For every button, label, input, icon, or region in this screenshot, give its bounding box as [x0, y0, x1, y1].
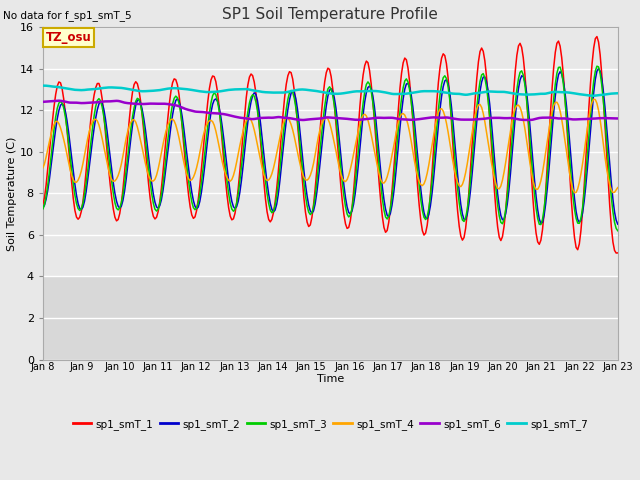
- Y-axis label: Soil Temperature (C): Soil Temperature (C): [7, 136, 17, 251]
- X-axis label: Time: Time: [317, 374, 344, 384]
- Text: No data for f_sp1_smT_5: No data for f_sp1_smT_5: [3, 11, 132, 22]
- Title: SP1 Soil Temperature Profile: SP1 Soil Temperature Profile: [222, 7, 438, 22]
- Bar: [43, 276, 618, 360]
- Text: TZ_osu: TZ_osu: [45, 31, 92, 44]
- Legend: sp1_smT_1, sp1_smT_2, sp1_smT_3, sp1_smT_4, sp1_smT_6, sp1_smT_7: sp1_smT_1, sp1_smT_2, sp1_smT_3, sp1_smT…: [68, 415, 592, 434]
